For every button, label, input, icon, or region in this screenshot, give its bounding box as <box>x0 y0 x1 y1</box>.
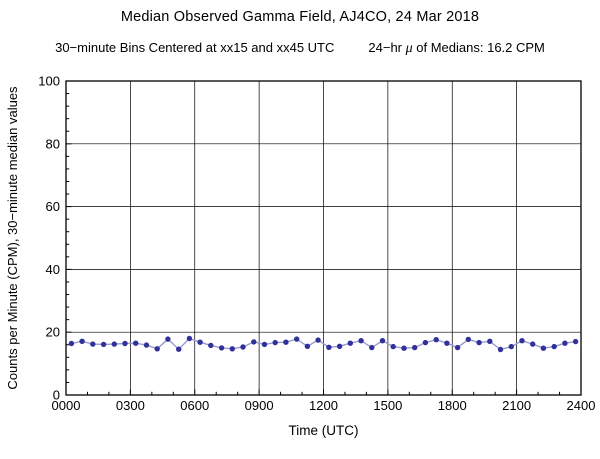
data-point <box>562 340 568 346</box>
data-point <box>251 339 257 345</box>
data-point <box>358 338 364 344</box>
x-tick-label: 0000 <box>52 398 81 413</box>
x-tick-label: 2100 <box>502 398 531 413</box>
x-tick-label: 1200 <box>309 398 338 413</box>
mu-symbol: μ <box>405 41 413 56</box>
data-point <box>186 335 193 342</box>
data-point <box>433 337 439 343</box>
data-point <box>229 346 235 352</box>
data-point <box>315 337 321 343</box>
data-point <box>68 340 75 347</box>
data-point <box>111 341 118 347</box>
axis-ticks <box>65 80 582 396</box>
data-point <box>326 344 332 350</box>
data-point <box>261 341 268 348</box>
data-point <box>143 342 150 348</box>
data-point <box>122 340 128 347</box>
data-point <box>540 345 547 351</box>
data-point <box>519 338 525 344</box>
x-tick-label: 0300 <box>116 398 145 413</box>
data-point <box>454 344 461 351</box>
tick-labels: 0000 0300 0600 0900 1200 1500 1800 2100 2400 0 20 4… <box>38 74 595 414</box>
data-point <box>476 339 482 346</box>
data-point <box>283 339 289 345</box>
data-point <box>465 336 471 343</box>
data-point <box>572 338 579 345</box>
x-tick-label: 1500 <box>373 398 402 413</box>
data-point <box>154 346 160 352</box>
data-point <box>487 338 493 344</box>
subtitle-bins-text: 30−minute Bins Centered at xx15 and xx45… <box>55 40 335 55</box>
x-tick-label: 2400 <box>567 398 596 413</box>
data-point <box>347 340 353 346</box>
data-point <box>133 340 139 346</box>
data-point <box>79 338 85 344</box>
data-point <box>272 339 278 346</box>
data-point <box>390 343 396 350</box>
data-point <box>176 346 182 352</box>
data-point <box>379 338 386 344</box>
data-point <box>197 339 203 345</box>
chart-title: Median Observed Gamma Field, AJ4CO, 24 M… <box>120 9 480 25</box>
x-axis-label: Time (UTC) <box>289 423 359 438</box>
data-point <box>240 344 246 350</box>
data-point <box>422 339 429 346</box>
data-point <box>401 345 407 351</box>
median-series-points <box>68 335 579 353</box>
y-tick-label: 60 <box>46 199 60 214</box>
data-point <box>294 336 300 342</box>
y-tick-label: 100 <box>38 74 60 89</box>
data-point <box>508 343 514 350</box>
data-point <box>551 343 557 350</box>
data-point <box>208 342 214 349</box>
x-tick-label: 0900 <box>245 398 274 413</box>
data-point <box>530 341 536 347</box>
y-tick-label: 40 <box>46 262 60 277</box>
data-point <box>444 340 450 346</box>
data-point <box>304 343 311 349</box>
data-point <box>218 345 225 351</box>
data-point <box>497 346 504 353</box>
y-axis-label: Counts per Minute (CPM), 30−minute media… <box>5 86 20 390</box>
data-point <box>336 343 343 349</box>
subtitle-mean-text: 24−hr μ of Medians: 16.2 CPM <box>368 40 545 56</box>
data-point <box>412 344 418 351</box>
data-point <box>165 336 171 342</box>
y-tick-label: 80 <box>46 136 60 151</box>
x-tick-label: 0600 <box>180 398 209 413</box>
gridlines <box>66 81 581 395</box>
chart-subtitle: 30−minute Bins Centered at xx15 and xx45… <box>0 40 600 57</box>
data-point <box>90 341 96 347</box>
data-point <box>100 341 107 348</box>
data-point <box>369 344 375 351</box>
y-tick-label: 20 <box>46 325 60 340</box>
y-tick-label: 0 <box>53 388 60 403</box>
x-tick-label: 1800 <box>438 398 467 413</box>
